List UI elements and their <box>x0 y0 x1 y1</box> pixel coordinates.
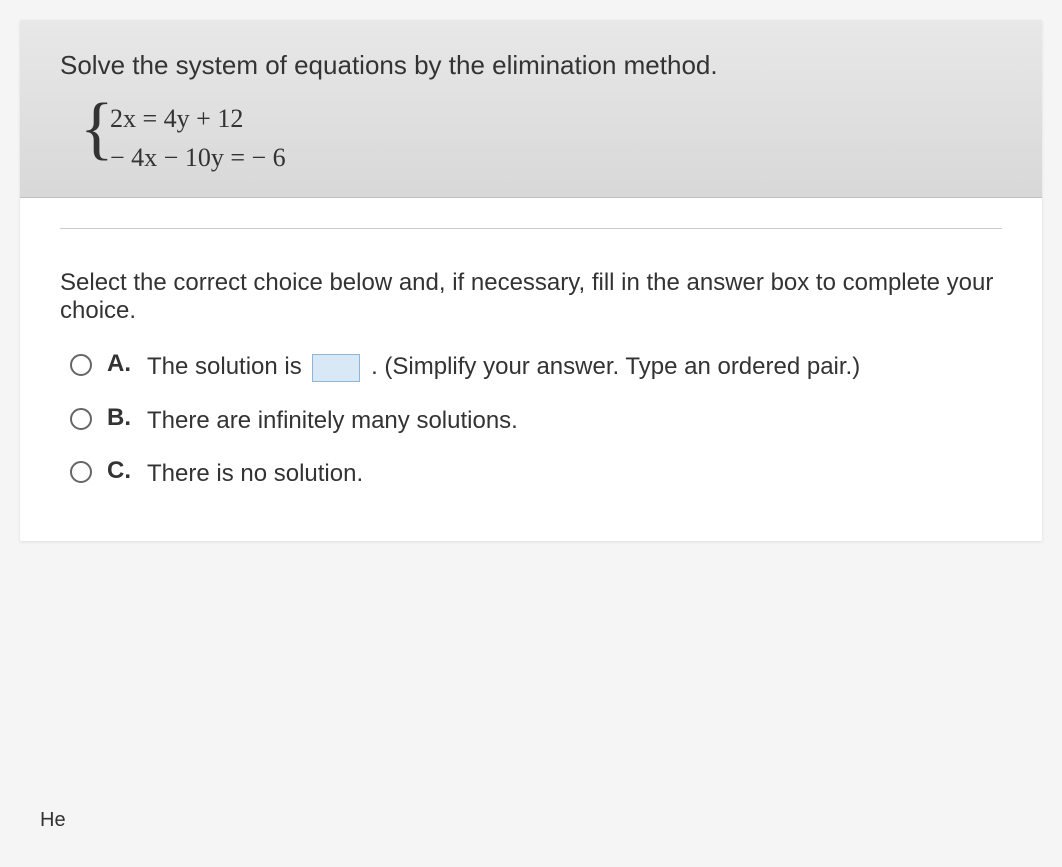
choice-instruction: Select the correct choice below and, if … <box>60 269 1002 325</box>
option-a-row[interactable]: A. The solution is . (Simplify your answ… <box>70 350 1002 384</box>
options-group: A. The solution is . (Simplify your answ… <box>70 350 1002 491</box>
section-divider <box>60 228 1002 229</box>
option-a-text-after: . (Simplify your answer. Type an ordered… <box>371 353 860 380</box>
equation-line-1: 2x = 4y + 12 <box>110 99 1002 138</box>
question-prompt: Solve the system of equations by the eli… <box>60 50 1002 81</box>
equation-system: { 2x = 4y + 12 − 4x − 10y = − 6 <box>80 99 1002 177</box>
option-a-text-before: The solution is <box>147 353 308 380</box>
option-c-text: There is no solution. <box>147 457 363 491</box>
left-brace-icon: { <box>80 94 114 164</box>
help-link-partial[interactable]: He <box>40 809 66 832</box>
equation-line-2: − 4x − 10y = − 6 <box>110 138 1002 177</box>
option-b-row[interactable]: B. There are infinitely many solutions. <box>70 404 1002 438</box>
answer-input-box[interactable] <box>312 354 360 382</box>
option-b-radio[interactable] <box>70 408 92 430</box>
question-header: Solve the system of equations by the eli… <box>20 20 1042 198</box>
option-b-text: There are infinitely many solutions. <box>147 404 518 438</box>
option-a-text: The solution is . (Simplify your answer.… <box>147 350 860 384</box>
option-a-radio[interactable] <box>70 354 92 376</box>
option-c-label: C. <box>107 457 137 485</box>
option-b-label: B. <box>107 404 137 432</box>
option-c-radio[interactable] <box>70 461 92 483</box>
option-c-row[interactable]: C. There is no solution. <box>70 457 1002 491</box>
option-a-label: A. <box>107 350 137 378</box>
question-card: Solve the system of equations by the eli… <box>20 20 1042 541</box>
